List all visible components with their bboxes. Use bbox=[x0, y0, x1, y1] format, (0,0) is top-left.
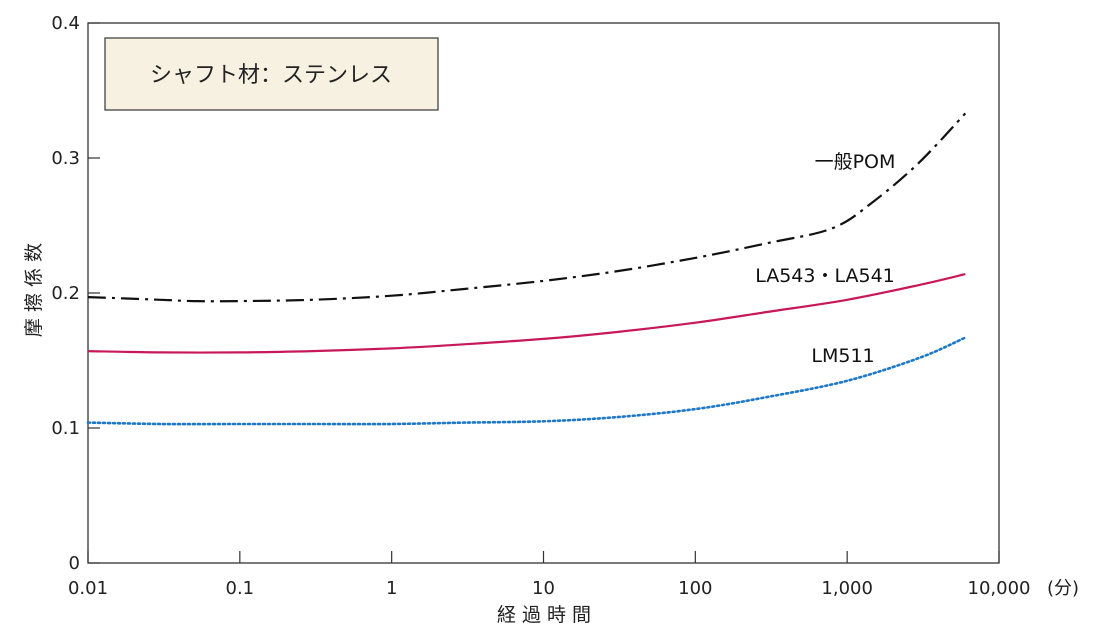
note-box bbox=[104, 37, 439, 111]
x-tick-label: 100 bbox=[678, 578, 712, 599]
series-labels: 一般POM LA543・LA541 LM511 bbox=[755, 151, 895, 367]
y-axis: 0 0.1 0.2 0.3 0.4 bbox=[51, 13, 100, 574]
y-tick-label: 0 bbox=[69, 553, 80, 574]
series-label-3: LM511 bbox=[811, 345, 874, 367]
x-tick-label: 0.01 bbox=[68, 578, 108, 599]
y-tick-label: 0.3 bbox=[51, 148, 80, 169]
series-label-2: LA543・LA541 bbox=[755, 265, 895, 287]
series-label-1: 一般POM bbox=[815, 151, 896, 173]
y-tick-label: 0.4 bbox=[51, 13, 80, 34]
x-axis-title: 経 過 時 間 bbox=[497, 604, 591, 626]
series-line-3 bbox=[86, 336, 967, 426]
x-unit-label: (分) bbox=[1047, 578, 1079, 599]
x-tick-label: 1 bbox=[386, 578, 397, 599]
series-group bbox=[86, 112, 967, 426]
y-tick-label: 0.1 bbox=[51, 418, 80, 439]
x-tick-label: 10,000 bbox=[968, 578, 1031, 599]
x-axis: 0.01 0.1 1 10 100 1,000 10,000 bbox=[68, 551, 1031, 599]
x-tick-label: 10 bbox=[532, 578, 555, 599]
series-line-2 bbox=[87, 273, 966, 354]
note-text: シャフト材：ステンレス bbox=[150, 63, 392, 88]
x-tick-label: 1,000 bbox=[821, 578, 873, 599]
x-tick-label: 0.1 bbox=[226, 578, 255, 599]
y-axis-title: 摩 擦 係 数 bbox=[23, 243, 45, 337]
y-tick-label: 0.2 bbox=[51, 283, 80, 304]
